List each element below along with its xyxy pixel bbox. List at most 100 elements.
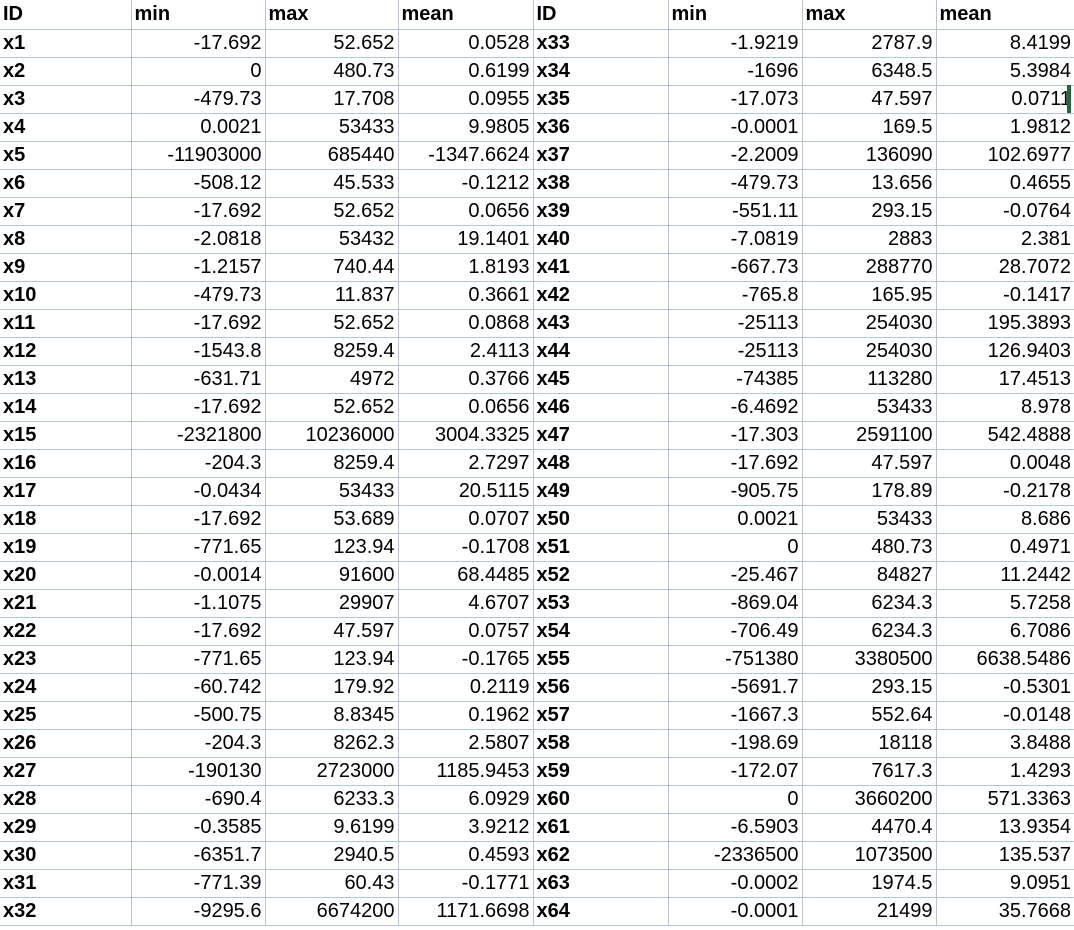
value-cell[interactable]: 2.5807 [398, 729, 534, 758]
value-cell[interactable]: -172.07 [668, 757, 803, 786]
id-cell[interactable]: x4 [0, 113, 132, 142]
id-cell[interactable]: x52 [533, 561, 669, 590]
value-cell[interactable]: 1.9812 [936, 113, 1074, 142]
value-cell[interactable]: -74385 [668, 365, 803, 394]
value-cell[interactable]: 13.656 [802, 169, 937, 198]
header-cell-3[interactable]: mean [398, 0, 534, 30]
value-cell[interactable]: 480.73 [265, 57, 399, 86]
value-cell[interactable]: 169.5 [802, 113, 937, 142]
value-cell[interactable]: -2321800 [131, 421, 266, 450]
id-cell[interactable]: x17 [0, 477, 132, 506]
value-cell[interactable]: 60.43 [265, 869, 399, 898]
value-cell[interactable]: 0 [668, 785, 803, 814]
value-cell[interactable]: 9.0951 [936, 869, 1074, 898]
value-cell[interactable]: 52.652 [265, 309, 399, 338]
value-cell[interactable]: 52.652 [265, 197, 399, 226]
id-cell[interactable]: x47 [533, 421, 669, 450]
value-cell[interactable]: 6234.3 [802, 589, 937, 618]
value-cell[interactable]: 0.3766 [398, 365, 534, 394]
id-cell[interactable]: x27 [0, 757, 132, 786]
id-cell[interactable]: x16 [0, 449, 132, 478]
id-cell[interactable]: x9 [0, 253, 132, 282]
value-cell[interactable]: 552.64 [802, 701, 937, 730]
value-cell[interactable]: 35.7668 [936, 897, 1074, 926]
value-cell[interactable]: -9295.6 [131, 897, 266, 926]
value-cell[interactable]: 136090 [802, 141, 937, 170]
value-cell[interactable]: 0.2119 [398, 673, 534, 702]
value-cell[interactable]: 0.0656 [398, 393, 534, 422]
id-cell[interactable]: x20 [0, 561, 132, 590]
id-cell[interactable]: x45 [533, 365, 669, 394]
value-cell[interactable]: 8259.4 [265, 337, 399, 366]
value-cell[interactable]: 293.15 [802, 197, 937, 226]
value-cell[interactable]: -869.04 [668, 589, 803, 618]
id-cell[interactable]: x2 [0, 57, 132, 86]
id-cell[interactable]: x56 [533, 673, 669, 702]
value-cell[interactable]: 8262.3 [265, 729, 399, 758]
value-cell[interactable]: -204.3 [131, 449, 266, 478]
value-cell[interactable]: 17.708 [265, 85, 399, 114]
header-cell-2[interactable]: max [265, 0, 399, 30]
value-cell[interactable]: 1185.9453 [398, 757, 534, 786]
header-cell-0[interactable]: ID [0, 0, 132, 30]
value-cell[interactable]: 28.7072 [936, 253, 1074, 282]
id-cell[interactable]: x62 [533, 841, 669, 870]
value-cell[interactable]: 3004.3325 [398, 421, 534, 450]
id-cell[interactable]: x41 [533, 253, 669, 282]
value-cell[interactable]: -0.5301 [936, 673, 1074, 702]
value-cell[interactable]: -17.692 [131, 617, 266, 646]
value-cell[interactable]: -1667.3 [668, 701, 803, 730]
id-cell[interactable]: x54 [533, 617, 669, 646]
value-cell[interactable]: -1.2157 [131, 253, 266, 282]
value-cell[interactable]: 113280 [802, 365, 937, 394]
id-cell[interactable]: x59 [533, 757, 669, 786]
value-cell[interactable]: -1696 [668, 57, 803, 86]
id-cell[interactable]: x5 [0, 141, 132, 170]
value-cell[interactable]: -0.0148 [936, 701, 1074, 730]
value-cell[interactable]: 19.1401 [398, 225, 534, 254]
header-cell-6[interactable]: max [802, 0, 937, 30]
value-cell[interactable]: 47.597 [802, 449, 937, 478]
id-cell[interactable]: x39 [533, 197, 669, 226]
value-cell[interactable]: 0.4593 [398, 841, 534, 870]
id-cell[interactable]: x48 [533, 449, 669, 478]
id-cell[interactable]: x28 [0, 785, 132, 814]
id-cell[interactable]: x42 [533, 281, 669, 310]
value-cell[interactable]: 685440 [265, 141, 399, 170]
id-cell[interactable]: x12 [0, 337, 132, 366]
id-cell[interactable]: x24 [0, 673, 132, 702]
value-cell[interactable]: -5691.7 [668, 673, 803, 702]
value-cell[interactable]: -0.0764 [936, 197, 1074, 226]
value-cell[interactable]: 254030 [802, 337, 937, 366]
id-cell[interactable]: x35 [533, 85, 669, 114]
id-cell[interactable]: x46 [533, 393, 669, 422]
value-cell[interactable]: -0.1417 [936, 281, 1074, 310]
id-cell[interactable]: x11 [0, 309, 132, 338]
id-cell[interactable]: x37 [533, 141, 669, 170]
value-cell[interactable]: 0.0711 [936, 85, 1074, 114]
value-cell[interactable]: -2336500 [668, 841, 803, 870]
value-cell[interactable]: 0.1962 [398, 701, 534, 730]
id-cell[interactable]: x57 [533, 701, 669, 730]
value-cell[interactable]: -25.467 [668, 561, 803, 590]
value-cell[interactable]: -0.1708 [398, 533, 534, 562]
value-cell[interactable]: 3380500 [802, 645, 937, 674]
value-cell[interactable]: -706.49 [668, 617, 803, 646]
id-cell[interactable]: x33 [533, 29, 669, 58]
id-cell[interactable]: x3 [0, 85, 132, 114]
id-cell[interactable]: x53 [533, 589, 669, 618]
value-cell[interactable]: 293.15 [802, 673, 937, 702]
value-cell[interactable]: 52.652 [265, 29, 399, 58]
value-cell[interactable]: -2.2009 [668, 141, 803, 170]
id-cell[interactable]: x25 [0, 701, 132, 730]
value-cell[interactable]: -17.692 [131, 505, 266, 534]
value-cell[interactable]: -6351.7 [131, 841, 266, 870]
value-cell[interactable]: -771.65 [131, 533, 266, 562]
value-cell[interactable]: 6.7086 [936, 617, 1074, 646]
value-cell[interactable]: 52.652 [265, 393, 399, 422]
value-cell[interactable]: 542.4888 [936, 421, 1074, 450]
header-cell-4[interactable]: ID [533, 0, 669, 30]
value-cell[interactable]: -17.692 [131, 29, 266, 58]
value-cell[interactable]: 2940.5 [265, 841, 399, 870]
value-cell[interactable]: 91600 [265, 561, 399, 590]
